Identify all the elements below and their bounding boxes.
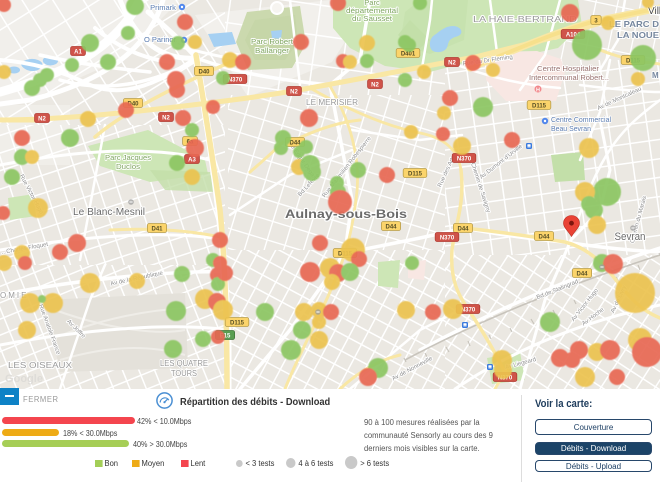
svg-text:Villep: Villep (648, 6, 660, 17)
svg-text:D44: D44 (385, 224, 397, 230)
svg-text:OMIE: OMIE (0, 291, 28, 300)
svg-text:A1: A1 (74, 49, 82, 55)
svg-text:H: H (536, 88, 540, 94)
svg-text:A3: A3 (188, 157, 196, 163)
svg-text:N370: N370 (461, 307, 476, 313)
svg-text:N2: N2 (38, 116, 46, 122)
svg-text:N2: N2 (448, 60, 456, 66)
svg-text:départemental: départemental (346, 6, 398, 15)
svg-text:LES QUATRE: LES QUATRE (160, 359, 208, 368)
svg-text:Duclos: Duclos (116, 162, 140, 171)
svg-text:D401: D401 (401, 51, 416, 57)
svg-text:Google: Google (5, 373, 43, 385)
svg-text:Centre Commercial: Centre Commercial (551, 115, 611, 124)
svg-text:N2: N2 (162, 115, 170, 121)
svg-text:3: 3 (594, 18, 598, 24)
svg-text:N370: N370 (440, 235, 455, 241)
svg-text:Centre Hospitalier: Centre Hospitalier (537, 64, 600, 73)
svg-text:TOURS: TOURS (171, 369, 197, 378)
svg-text:N370: N370 (228, 77, 243, 83)
svg-text:Intercommunal Robert...: Intercommunal Robert... (529, 73, 609, 82)
svg-text:A104: A104 (566, 32, 581, 38)
svg-text:D44: D44 (538, 234, 550, 240)
svg-text:MAR: MAR (652, 71, 660, 80)
svg-text:Ballanger: Ballanger (255, 46, 290, 55)
svg-text:Aulnay-sous-Bois: Aulnay-sous-Bois (285, 207, 407, 221)
svg-text:LA HAIE-BERTRAND: LA HAIE-BERTRAND (473, 15, 577, 24)
svg-text:du Sausset: du Sausset (352, 14, 393, 23)
svg-text:D44: D44 (289, 140, 301, 146)
svg-text:O Parinor: O Parinor (144, 35, 177, 44)
svg-text:D115: D115 (532, 103, 547, 109)
svg-text:D44: D44 (457, 226, 469, 232)
svg-text:D115: D115 (230, 320, 245, 326)
svg-text:LA NOUE: LA NOUE (617, 30, 659, 40)
svg-text:D40: D40 (127, 101, 139, 107)
svg-text:E15: E15 (220, 333, 231, 339)
svg-text:Primark: Primark (150, 3, 176, 12)
svg-text:LE MERISIER: LE MERISIER (306, 98, 358, 107)
svg-text:LE PARC D: LE PARC D (609, 19, 659, 29)
svg-text:Le Blanc-Mesnil: Le Blanc-Mesnil (73, 207, 145, 218)
svg-text:Sevran: Sevran (615, 231, 646, 243)
svg-text:N370: N370 (457, 156, 472, 162)
svg-text:D41: D41 (151, 226, 163, 232)
svg-text:N2: N2 (371, 82, 379, 88)
svg-text:D44: D44 (576, 271, 588, 277)
svg-text:Beau Sevran: Beau Sevran (551, 124, 591, 133)
svg-text:D115: D115 (408, 171, 423, 177)
svg-text:LES OISEAUX: LES OISEAUX (8, 361, 73, 370)
svg-text:Parc Robert: Parc Robert (251, 37, 294, 46)
svg-text:D40: D40 (198, 69, 210, 75)
svg-text:N2: N2 (290, 89, 298, 95)
svg-text:Parc: Parc (364, 0, 380, 7)
svg-text:Parc Jacques: Parc Jacques (105, 153, 151, 162)
